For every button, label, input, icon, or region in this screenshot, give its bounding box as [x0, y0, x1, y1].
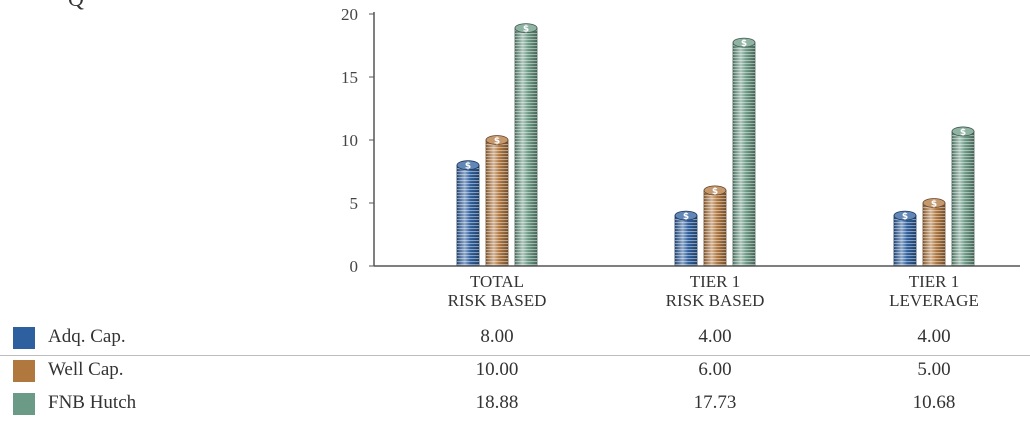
x-tick-label: RISK BASED [666, 291, 765, 310]
x-tick-label: TIER 1 [909, 272, 960, 291]
data-label: 18.88 [475, 392, 519, 413]
x-tick-label: RISK BASED [448, 291, 547, 310]
data-table: Adq. Cap. 8.00 4.00 4.00 Well Cap. 10.00 6.00 5… [0, 322, 1030, 421]
bar-fnb-hutch-1: $ [732, 37, 756, 267]
bar-fnb-hutch-0: $ [514, 23, 538, 267]
y-tick-label: 20 [341, 5, 358, 24]
svg-text:$: $ [683, 212, 689, 222]
series-label: FNB Hutch [48, 392, 137, 413]
bar-fnb-hutch-2: $ [951, 126, 975, 267]
series-label: Well Cap. [48, 359, 124, 380]
table-row: Adq. Cap. 8.00 4.00 4.00 [0, 322, 1030, 356]
svg-text:$: $ [523, 25, 529, 35]
bar-well-cap--1: $ [703, 185, 727, 267]
bar-well-cap--0: $ [485, 135, 509, 267]
series-label: Adq. Cap. [48, 326, 126, 347]
bars: $ $ $ $ $ $ $ $ $ [456, 23, 975, 267]
svg-text:$: $ [931, 200, 937, 210]
svg-text:$: $ [465, 162, 471, 172]
y-tick-label: 5 [350, 194, 359, 213]
svg-text:$: $ [741, 39, 747, 49]
legend-swatch [13, 327, 35, 349]
y-axis: 0 5 10 15 20 [341, 5, 375, 276]
table-row: FNB Hutch 18.88 17.73 10.68 [0, 388, 1030, 421]
stray-glyph: Q [68, 0, 84, 12]
y-tick-label: 0 [350, 257, 359, 276]
data-label: 4.00 [917, 326, 951, 347]
legend-swatch [13, 393, 35, 415]
bar-adq-cap--0: $ [456, 160, 480, 267]
data-label: 8.00 [480, 326, 514, 347]
data-label: 4.00 [698, 326, 732, 347]
svg-text:$: $ [902, 212, 908, 222]
x-tick-label: LEVERAGE [889, 291, 979, 310]
legend-swatch [13, 360, 35, 382]
svg-text:$: $ [960, 128, 966, 138]
bar-adq-cap--1: $ [674, 210, 698, 267]
svg-text:$: $ [712, 187, 718, 197]
x-tick-label: TOTAL [470, 272, 524, 291]
bar-adq-cap--2: $ [893, 210, 917, 267]
data-label: 10.00 [475, 359, 519, 380]
svg-text:$: $ [494, 137, 500, 147]
data-label: 5.00 [917, 359, 951, 380]
table-row: Well Cap. 10.00 6.00 5.00 [0, 355, 1030, 388]
x-tick-label: TIER 1 [690, 272, 741, 291]
data-label: 10.68 [912, 392, 956, 413]
data-label: 17.73 [693, 392, 737, 413]
data-label: 6.00 [698, 359, 732, 380]
y-tick-label: 10 [341, 131, 358, 150]
bar-well-cap--2: $ [922, 198, 946, 267]
y-tick-label: 15 [341, 68, 358, 87]
